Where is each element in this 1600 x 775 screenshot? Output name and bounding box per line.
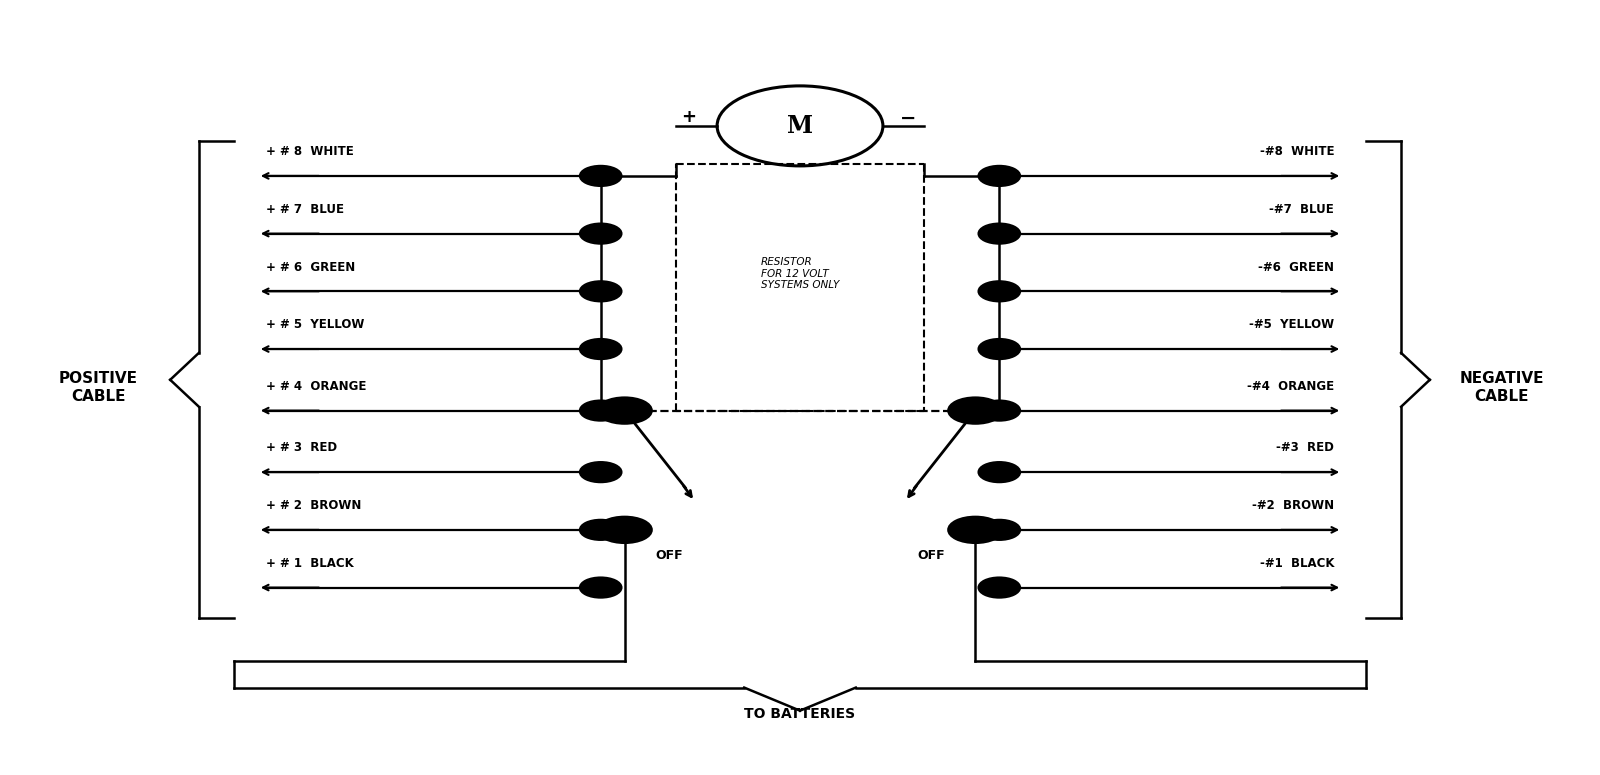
Text: + # 6  GREEN: + # 6 GREEN (266, 260, 355, 274)
Text: RESISTOR
FOR 12 VOLT
SYSTEMS ONLY: RESISTOR FOR 12 VOLT SYSTEMS ONLY (762, 257, 838, 290)
Text: -#4  ORANGE: -#4 ORANGE (1246, 380, 1334, 393)
Text: -#7  BLUE: -#7 BLUE (1269, 203, 1334, 216)
Text: NEGATIVE
CABLE: NEGATIVE CABLE (1459, 371, 1544, 404)
Text: + # 7  BLUE: + # 7 BLUE (266, 203, 344, 216)
Circle shape (979, 577, 1021, 598)
Circle shape (579, 339, 621, 359)
Text: + # 4  ORANGE: + # 4 ORANGE (266, 380, 366, 393)
Text: +: + (682, 108, 696, 126)
Circle shape (979, 462, 1021, 482)
Text: -#5  YELLOW: -#5 YELLOW (1250, 319, 1334, 332)
Circle shape (979, 401, 1021, 421)
Circle shape (597, 517, 651, 543)
Text: M: M (787, 114, 813, 138)
Text: + # 2  BROWN: + # 2 BROWN (266, 499, 362, 512)
Text: -#3  RED: -#3 RED (1277, 442, 1334, 454)
Text: OFF: OFF (917, 549, 944, 562)
Circle shape (579, 520, 621, 540)
Circle shape (979, 166, 1021, 186)
Circle shape (579, 462, 621, 482)
Text: -#8  WHITE: -#8 WHITE (1259, 145, 1334, 158)
Text: TO BATTERIES: TO BATTERIES (744, 707, 856, 721)
Circle shape (579, 401, 621, 421)
Text: -#2  BROWN: -#2 BROWN (1253, 499, 1334, 512)
Circle shape (949, 398, 1003, 424)
Text: -#6  GREEN: -#6 GREEN (1258, 260, 1334, 274)
Circle shape (979, 520, 1021, 540)
Text: OFF: OFF (656, 549, 683, 562)
Text: + # 8  WHITE: + # 8 WHITE (266, 145, 354, 158)
Circle shape (949, 517, 1003, 543)
Circle shape (579, 224, 621, 243)
Text: −: − (901, 109, 917, 128)
Circle shape (979, 224, 1021, 243)
Circle shape (979, 281, 1021, 301)
Circle shape (579, 577, 621, 598)
Text: + # 3  RED: + # 3 RED (266, 442, 338, 454)
Text: + # 1  BLACK: + # 1 BLACK (266, 557, 354, 570)
Text: POSITIVE
CABLE: POSITIVE CABLE (59, 371, 138, 404)
Text: + # 5  YELLOW: + # 5 YELLOW (266, 319, 365, 332)
Circle shape (579, 281, 621, 301)
Circle shape (979, 339, 1021, 359)
Circle shape (579, 166, 621, 186)
Text: -#1  BLACK: -#1 BLACK (1259, 557, 1334, 570)
Circle shape (597, 398, 651, 424)
